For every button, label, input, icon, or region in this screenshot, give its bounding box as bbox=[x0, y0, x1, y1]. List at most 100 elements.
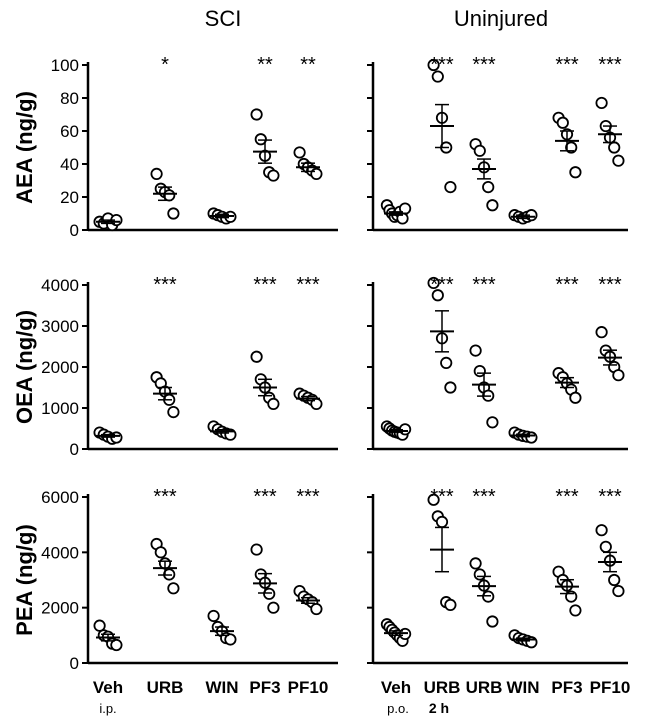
data-point bbox=[595, 524, 608, 537]
data-point bbox=[612, 584, 625, 598]
data-point bbox=[473, 144, 486, 157]
data-point bbox=[486, 615, 499, 628]
data-point bbox=[250, 108, 263, 121]
category-label: URB bbox=[424, 678, 461, 697]
data-point bbox=[110, 638, 123, 652]
data-point bbox=[250, 543, 263, 556]
category-label: Veh bbox=[381, 678, 411, 697]
significance-mark: *** bbox=[253, 486, 277, 508]
data-point bbox=[440, 356, 453, 369]
data-point bbox=[595, 96, 608, 110]
data-point bbox=[263, 587, 276, 600]
significance-mark: *** bbox=[296, 274, 320, 296]
significance-mark: *** bbox=[555, 486, 579, 508]
data-point bbox=[469, 557, 482, 570]
y-tick-label: 0 bbox=[70, 221, 79, 240]
data-point bbox=[556, 116, 569, 129]
data-point bbox=[167, 405, 180, 419]
data-point bbox=[482, 590, 495, 603]
data-point bbox=[427, 276, 440, 290]
data-point bbox=[612, 154, 625, 167]
data-point bbox=[427, 58, 440, 72]
data-point bbox=[444, 598, 457, 612]
data-point bbox=[167, 582, 180, 595]
significance-mark: *** bbox=[472, 274, 496, 296]
y-tick-label: 2000 bbox=[41, 599, 79, 618]
y-tick-label: 80 bbox=[60, 89, 79, 108]
data-point bbox=[486, 199, 499, 212]
data-point bbox=[595, 326, 608, 339]
y-tick-label: 60 bbox=[60, 122, 79, 141]
y-tick-label: 20 bbox=[60, 188, 79, 207]
significance-mark: *** bbox=[472, 54, 496, 76]
data-point bbox=[310, 602, 323, 616]
data-point bbox=[608, 141, 621, 154]
data-point bbox=[267, 601, 280, 614]
significance-mark: ** bbox=[257, 54, 273, 76]
data-point bbox=[482, 181, 495, 194]
uninjured-time-note: 2 h bbox=[429, 700, 449, 716]
data-point bbox=[293, 146, 306, 159]
data-point bbox=[207, 609, 220, 623]
data-point bbox=[150, 167, 163, 180]
significance-mark: *** bbox=[296, 486, 320, 508]
category-label: PF10 bbox=[590, 678, 631, 697]
significance-mark: *** bbox=[153, 274, 177, 296]
category-label: PF10 bbox=[288, 678, 329, 697]
category-label: PF3 bbox=[551, 678, 582, 697]
y-tick-label: 1000 bbox=[41, 399, 79, 418]
y-axis-title: AEA (ng/g) bbox=[12, 91, 37, 204]
y-tick-label: 6000 bbox=[41, 488, 79, 507]
data-point bbox=[267, 397, 280, 410]
data-point bbox=[167, 207, 180, 220]
chart-panel-5: Veh***URB***URB WIN***PF3***PF10 bbox=[367, 486, 630, 697]
significance-mark: *** bbox=[598, 486, 622, 508]
data-point bbox=[569, 391, 582, 404]
sci-route-note: i.p. bbox=[99, 701, 116, 716]
data-point bbox=[250, 350, 263, 363]
significance-mark: *** bbox=[598, 274, 622, 296]
y-tick-label: 0 bbox=[70, 440, 79, 459]
chart-panel-3: *** *** *** *** bbox=[367, 274, 628, 451]
category-label: URB bbox=[466, 678, 503, 697]
significance-mark: * bbox=[161, 54, 169, 76]
sci-column-title: SCI bbox=[205, 6, 242, 31]
significance-mark: *** bbox=[430, 274, 454, 296]
data-point bbox=[93, 619, 106, 632]
y-tick-label: 40 bbox=[60, 155, 79, 174]
significance-mark: *** bbox=[430, 486, 454, 508]
y-tick-label: 4000 bbox=[41, 543, 79, 562]
category-label: URB bbox=[147, 678, 184, 697]
data-point bbox=[224, 633, 237, 646]
data-point bbox=[444, 181, 457, 194]
category-label: Veh bbox=[93, 678, 123, 697]
uninjured-column-title: Uninjured bbox=[454, 6, 548, 31]
data-point bbox=[569, 166, 582, 179]
data-point bbox=[435, 515, 449, 529]
data-point bbox=[154, 546, 167, 559]
y-tick-label: 0 bbox=[70, 654, 79, 673]
data-point bbox=[612, 369, 625, 382]
significance-mark: *** bbox=[472, 486, 496, 508]
data-point bbox=[444, 381, 457, 394]
chart-panel-1: *** *** *** *** bbox=[367, 54, 628, 232]
y-tick-label: 100 bbox=[51, 56, 79, 75]
y-axis-title: OEA (ng/g) bbox=[12, 310, 37, 424]
data-point bbox=[267, 169, 280, 182]
significance-mark: *** bbox=[598, 54, 622, 76]
data-point bbox=[310, 167, 323, 180]
significance-mark: ** bbox=[300, 54, 316, 76]
significance-mark: *** bbox=[430, 54, 454, 76]
data-point bbox=[254, 133, 267, 146]
category-label: WIN bbox=[506, 678, 539, 697]
data-point bbox=[431, 70, 444, 83]
data-point bbox=[486, 416, 499, 429]
uninjured-route-note: p.o. bbox=[387, 701, 409, 716]
category-label: WIN bbox=[205, 678, 238, 697]
y-axis-title: PEA (ng/g) bbox=[12, 524, 37, 636]
y-tick-label: 2000 bbox=[41, 358, 79, 377]
